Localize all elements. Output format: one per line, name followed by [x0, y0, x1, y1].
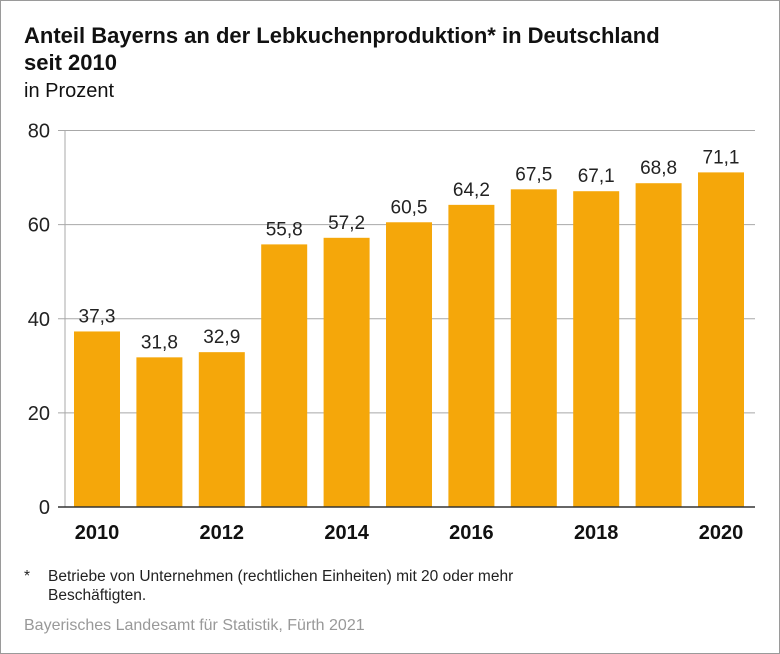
x-tick-label: 2018 [574, 522, 619, 544]
data-label: 64,2 [453, 180, 490, 201]
data-label: 67,1 [578, 166, 615, 187]
data-label: 32,9 [203, 327, 240, 348]
x-tick-label: 2016 [449, 522, 494, 544]
chart-title: Anteil Bayerns an der Lebkuchenproduktio… [24, 23, 660, 75]
x-tick-label: 2010 [75, 522, 120, 544]
bar-2011 [136, 357, 183, 507]
data-label: 55,8 [266, 219, 303, 240]
bar-2017 [510, 189, 557, 507]
x-tick-label: 2014 [324, 522, 369, 544]
chart-subtitle: in Prozent [24, 80, 115, 102]
bar-2020 [698, 172, 744, 507]
y-tick-label: 0 [39, 497, 50, 519]
bar-2010 [74, 331, 120, 507]
bar-2013 [261, 244, 308, 508]
bar-2019 [635, 183, 682, 507]
data-label: 71,1 [703, 147, 740, 168]
y-tick-label: 20 [28, 403, 50, 425]
y-tick-label: 40 [28, 309, 50, 331]
bar-2018 [573, 191, 620, 507]
footnote: * Betriebe von Unternehmen (rechtlichen … [24, 567, 608, 605]
y-tick-label: 80 [28, 121, 50, 143]
x-tick-label: 2012 [200, 522, 245, 544]
x-tick-label: 2020 [699, 522, 744, 544]
footnote-marker: * [24, 568, 31, 585]
bar-2014 [323, 237, 370, 508]
bar-2016 [448, 204, 495, 507]
data-label: 31,8 [141, 332, 178, 353]
data-label: 68,8 [640, 158, 677, 179]
bar-2015 [386, 222, 432, 507]
data-label: 37,3 [79, 306, 116, 327]
bar-2012 [198, 352, 245, 507]
footnote-text: Betriebe von Unternehmen (rechtlichen Ei… [48, 568, 514, 604]
source-note: Bayerisches Landesamt für Statistik, Für… [24, 617, 365, 634]
data-label: 67,5 [515, 164, 552, 185]
data-label: 60,5 [391, 197, 428, 218]
data-label: 57,2 [328, 213, 365, 234]
y-tick-label: 60 [28, 215, 50, 237]
